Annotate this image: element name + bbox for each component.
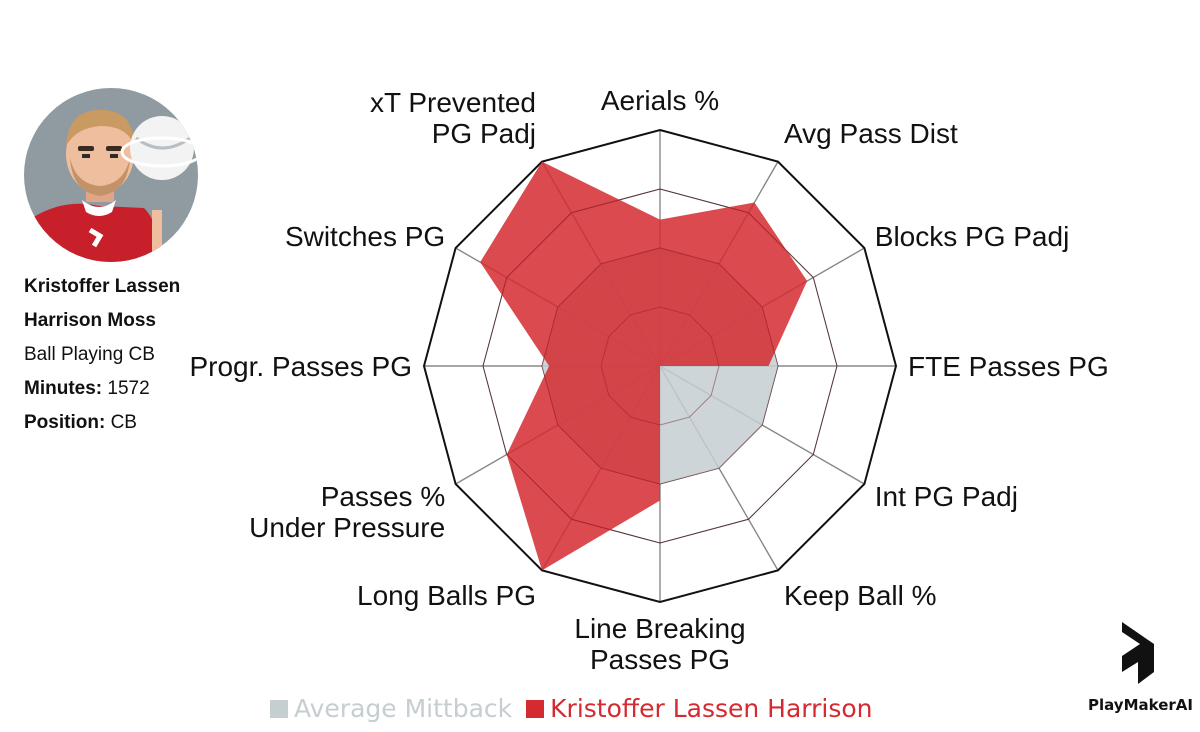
- player-role: Ball Playing CB: [24, 344, 155, 365]
- radar-ring-overlay: [600, 306, 720, 426]
- position-label: Position:: [24, 412, 106, 433]
- legend-item-average: Average Mittback: [270, 694, 512, 723]
- legend-swatch-average: [270, 699, 288, 718]
- player-card: Kristoffer Lassen Harrison Moss Ball Pla…: [24, 88, 224, 440]
- axis-label: Long Balls PG: [357, 580, 536, 611]
- axis-label-line: Progr. Passes PG: [189, 351, 412, 382]
- legend-item-player: Kristoffer Lassen Harrison: [526, 694, 873, 723]
- axis-label-line: Switches PG: [285, 221, 445, 252]
- radar-ring-overlay: [482, 188, 838, 544]
- legend-label-average: Average Mittback: [294, 694, 513, 723]
- axis-label-line: Blocks PG Padj: [875, 221, 1070, 252]
- player-avatar-icon: [24, 88, 198, 262]
- axis-label: Int PG Padj: [875, 481, 1018, 512]
- legend-label-player: Kristoffer Lassen Harrison: [550, 694, 873, 723]
- axis-label: Line Breaking Passes PG: [574, 613, 745, 675]
- axis-label-line: Aerials %: [601, 85, 719, 116]
- series-player-area: [480, 161, 808, 571]
- axis-label: Aerials %: [601, 85, 719, 116]
- axis-label-line: Avg Pass Dist: [784, 118, 958, 149]
- axis-label-line: Int PG Padj: [875, 481, 1018, 512]
- position-value: CB: [110, 412, 137, 433]
- brand-name: PlayMakerAI: [1088, 696, 1193, 714]
- axis-label-line: PG Padj: [432, 118, 536, 149]
- axis-label: xT Prevented PG Padj: [370, 87, 536, 149]
- axis-label-line: Passes %: [321, 481, 446, 512]
- player-name: Kristoffer Lassen Harrison Moss: [24, 276, 181, 331]
- axis-label: Progr. Passes PG: [189, 351, 412, 382]
- axis-label-line: xT Prevented: [370, 87, 536, 118]
- minutes-label: Minutes:: [24, 378, 103, 399]
- axis-label: Avg Pass Dist: [784, 118, 958, 149]
- axis-label-line: Keep Ball %: [784, 580, 937, 611]
- playmaker-logo-icon: [1122, 622, 1154, 684]
- axis-label-line: FTE Passes PG: [908, 351, 1109, 382]
- axis-label: Blocks PG Padj: [875, 221, 1070, 252]
- axis-label-line: Passes PG: [590, 644, 730, 675]
- legend-swatch-player: [526, 699, 545, 718]
- axis-label-line: Long Balls PG: [357, 580, 536, 611]
- position-row: Position: CB: [24, 406, 224, 440]
- axis-label-line: Under Pressure: [249, 512, 445, 543]
- radar-ring-overlay: [541, 247, 779, 485]
- axis-label: Switches PG: [285, 221, 445, 252]
- axis-label: FTE Passes PG: [908, 351, 1109, 382]
- minutes-row: Minutes: 1572: [24, 372, 224, 406]
- axis-label-line: Line Breaking: [574, 613, 745, 644]
- axis-label: Keep Ball %: [784, 580, 937, 611]
- minutes-value: 1572: [107, 378, 150, 399]
- axis-label: Passes % Under Pressure: [249, 481, 445, 543]
- brand-logo: PlayMakerAI: [1088, 622, 1193, 714]
- chart-legend: Average Mittback Kristoffer Lassen Harri…: [270, 694, 887, 723]
- radar-outer-ring: [422, 128, 898, 604]
